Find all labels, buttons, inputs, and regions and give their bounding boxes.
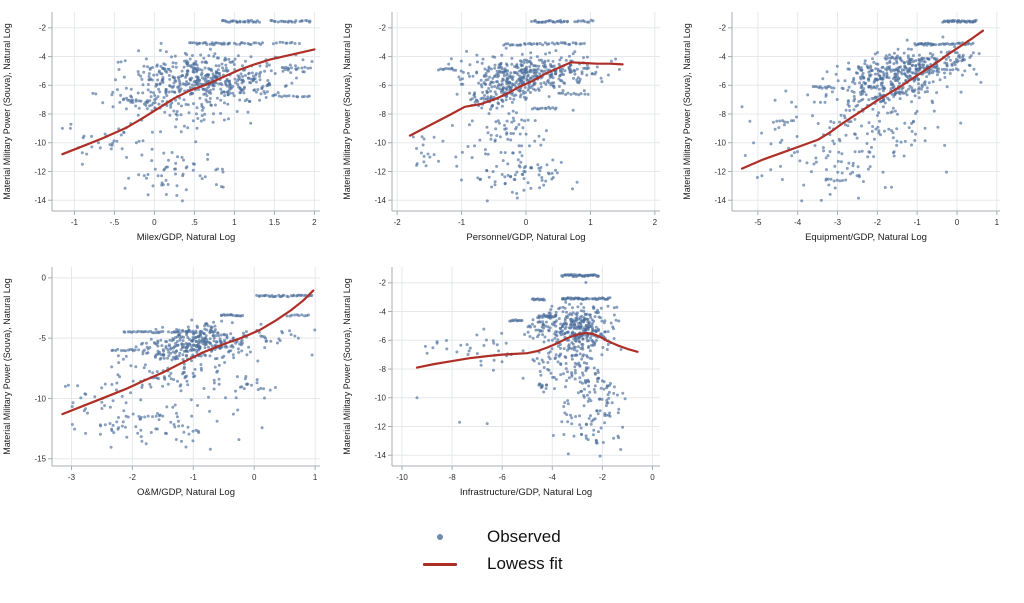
svg-text:-8: -8: [719, 110, 727, 119]
legend-item-lowess: Lowess fit: [417, 554, 607, 574]
scatter-plot-personnel: -2 -4 -6 -8 -10 -12 -14 -2 -1 0 1 2 Personnel/GDP, N…: [340, 0, 680, 253]
svg-text:-12: -12: [714, 167, 726, 176]
svg-text:-1: -1: [458, 218, 466, 227]
svg-text:Material Military Power (Souva: Material Military Power (Souva), Natural…: [342, 278, 352, 455]
svg-text:-10: -10: [374, 394, 386, 403]
svg-text:-10: -10: [396, 473, 408, 482]
svg-text:0: 0: [524, 218, 529, 227]
svg-text:-12: -12: [374, 422, 386, 431]
legend-lowess-label: Lowess fit: [487, 554, 563, 573]
legend-item-observed: Observed: [417, 527, 607, 547]
scatter-plot-equipment: -2 -4 -6 -8 -10 -12 -14 -5 -4 -3 -2 -1 0 1 Equipment/G…: [680, 0, 1024, 253]
svg-text:2: 2: [653, 218, 658, 227]
svg-text:-2: -2: [129, 473, 137, 482]
svg-text:Material Military Power (Souva: Material Military Power (Souva), Natural…: [342, 23, 352, 200]
scatter-plot-infrastructure-svg: -2 -4 -6 -8 -10 -12 -14 -10 -8 -6 -4 -2 0 Infrastruct…: [342, 267, 660, 498]
svg-text:-1: -1: [71, 218, 79, 227]
svg-text:-4: -4: [719, 52, 727, 61]
svg-text:-4: -4: [379, 307, 387, 316]
svg-text:-14: -14: [374, 196, 386, 205]
svg-text:Personnel/GDP, Natural Log: Personnel/GDP, Natural Log: [466, 232, 585, 243]
svg-text:-15: -15: [34, 455, 46, 464]
scatter-plot-milex-svg: -2 -4 -6 -8 -10 -12 -14 -1 -.5 0 .5 1 1.5 2 Milex/GDP,…: [2, 12, 320, 243]
svg-text:-14: -14: [34, 196, 46, 205]
svg-text:-5: -5: [39, 334, 47, 343]
svg-text:-4: -4: [39, 52, 47, 61]
svg-text:0: 0: [955, 218, 960, 227]
svg-text:-2: -2: [719, 24, 727, 33]
svg-text:-3: -3: [834, 218, 842, 227]
svg-text:2: 2: [312, 218, 317, 227]
scatter-plot-infrastructure: -2 -4 -6 -8 -10 -12 -14 -10 -8 -6 -4 -2 0 Infrastruct…: [340, 255, 680, 508]
svg-text:1: 1: [588, 218, 593, 227]
svg-text:1.5: 1.5: [269, 218, 281, 227]
svg-text:-10: -10: [714, 139, 726, 148]
svg-text:-10: -10: [34, 139, 46, 148]
svg-text:-12: -12: [34, 167, 46, 176]
svg-text:-14: -14: [374, 451, 386, 460]
lowess-marker-box: [417, 562, 463, 566]
svg-text:-5: -5: [754, 218, 762, 227]
svg-text:-2: -2: [379, 279, 387, 288]
svg-text:Material Military Power (Souva: Material Military Power (Souva), Natural…: [2, 278, 12, 455]
svg-text:-6: -6: [39, 81, 47, 90]
svg-text:-2: -2: [379, 24, 387, 33]
scatter-plot-om-svg: 0-5-10-15-3 -2 -1 0 1O&M/GDP, Natural LogMat…: [2, 267, 320, 498]
svg-text:-1: -1: [914, 218, 922, 227]
svg-text:1: 1: [232, 218, 237, 227]
svg-text:Material Military Power (Souva: Material Military Power (Souva), Natural…: [682, 23, 692, 200]
svg-text:.5: .5: [191, 218, 198, 227]
svg-text:0: 0: [42, 274, 47, 283]
svg-text:-2: -2: [599, 473, 607, 482]
svg-text:-8: -8: [449, 473, 457, 482]
svg-text:Material Military Power (Souva: Material Military Power (Souva), Natural…: [2, 23, 12, 200]
svg-text:-10: -10: [34, 394, 46, 403]
observed-marker-box: [417, 534, 463, 540]
observed-dot-icon: [437, 534, 443, 540]
svg-text:-6: -6: [719, 81, 727, 90]
svg-text:-1: -1: [190, 473, 198, 482]
svg-text:0: 0: [252, 473, 257, 482]
svg-text:-2: -2: [874, 218, 882, 227]
svg-text:-8: -8: [379, 110, 387, 119]
svg-text:-3: -3: [68, 473, 76, 482]
svg-text:1: 1: [313, 473, 318, 482]
svg-text:-6: -6: [499, 473, 507, 482]
svg-text:-14: -14: [714, 196, 726, 205]
scatter-plot-om: 0 -5 -10 -15 -3 -2 -1 0 1 O&M/GDP, Natural Log Mat…: [0, 255, 340, 508]
svg-text:Milex/GDP, Natural Log: Milex/GDP, Natural Log: [137, 232, 236, 243]
svg-text:-6: -6: [379, 81, 387, 90]
svg-text:-8: -8: [39, 110, 47, 119]
svg-text:-10: -10: [374, 139, 386, 148]
svg-text:-8: -8: [379, 365, 387, 374]
svg-text:0: 0: [650, 473, 655, 482]
svg-text:Infrastructure/GDP, Natural Lo: Infrastructure/GDP, Natural Log: [460, 487, 592, 498]
lowess-line-icon: [423, 562, 457, 566]
legend: Observed Lowess fit: [0, 527, 1024, 574]
svg-text:-4: -4: [549, 473, 557, 482]
scatter-plot-equipment-svg: -2-4-6-8-10-12-14-5 -4 -3 -2 -1 0 1Equipment/G…: [682, 12, 1000, 243]
svg-text:-2: -2: [394, 218, 402, 227]
svg-text:-12: -12: [374, 167, 386, 176]
svg-text:1: 1: [995, 218, 1000, 227]
legend-observed-label: Observed: [487, 527, 561, 546]
svg-text:O&M/GDP, Natural Log: O&M/GDP, Natural Log: [137, 487, 235, 498]
svg-text:-6: -6: [379, 336, 387, 345]
svg-text:-.5: -.5: [110, 218, 120, 227]
svg-text:Equipment/GDP, Natural Log: Equipment/GDP, Natural Log: [805, 232, 927, 243]
scatter-plot-milex: -2 -4 -6 -8 -10 -12 -14 -1 -.5 0 .5 1 1.5 2 Milex/GDP,…: [0, 0, 340, 253]
svg-text:-2: -2: [39, 24, 47, 33]
svg-text:0: 0: [152, 218, 157, 227]
svg-text:-4: -4: [379, 52, 387, 61]
svg-text:-4: -4: [794, 218, 802, 227]
